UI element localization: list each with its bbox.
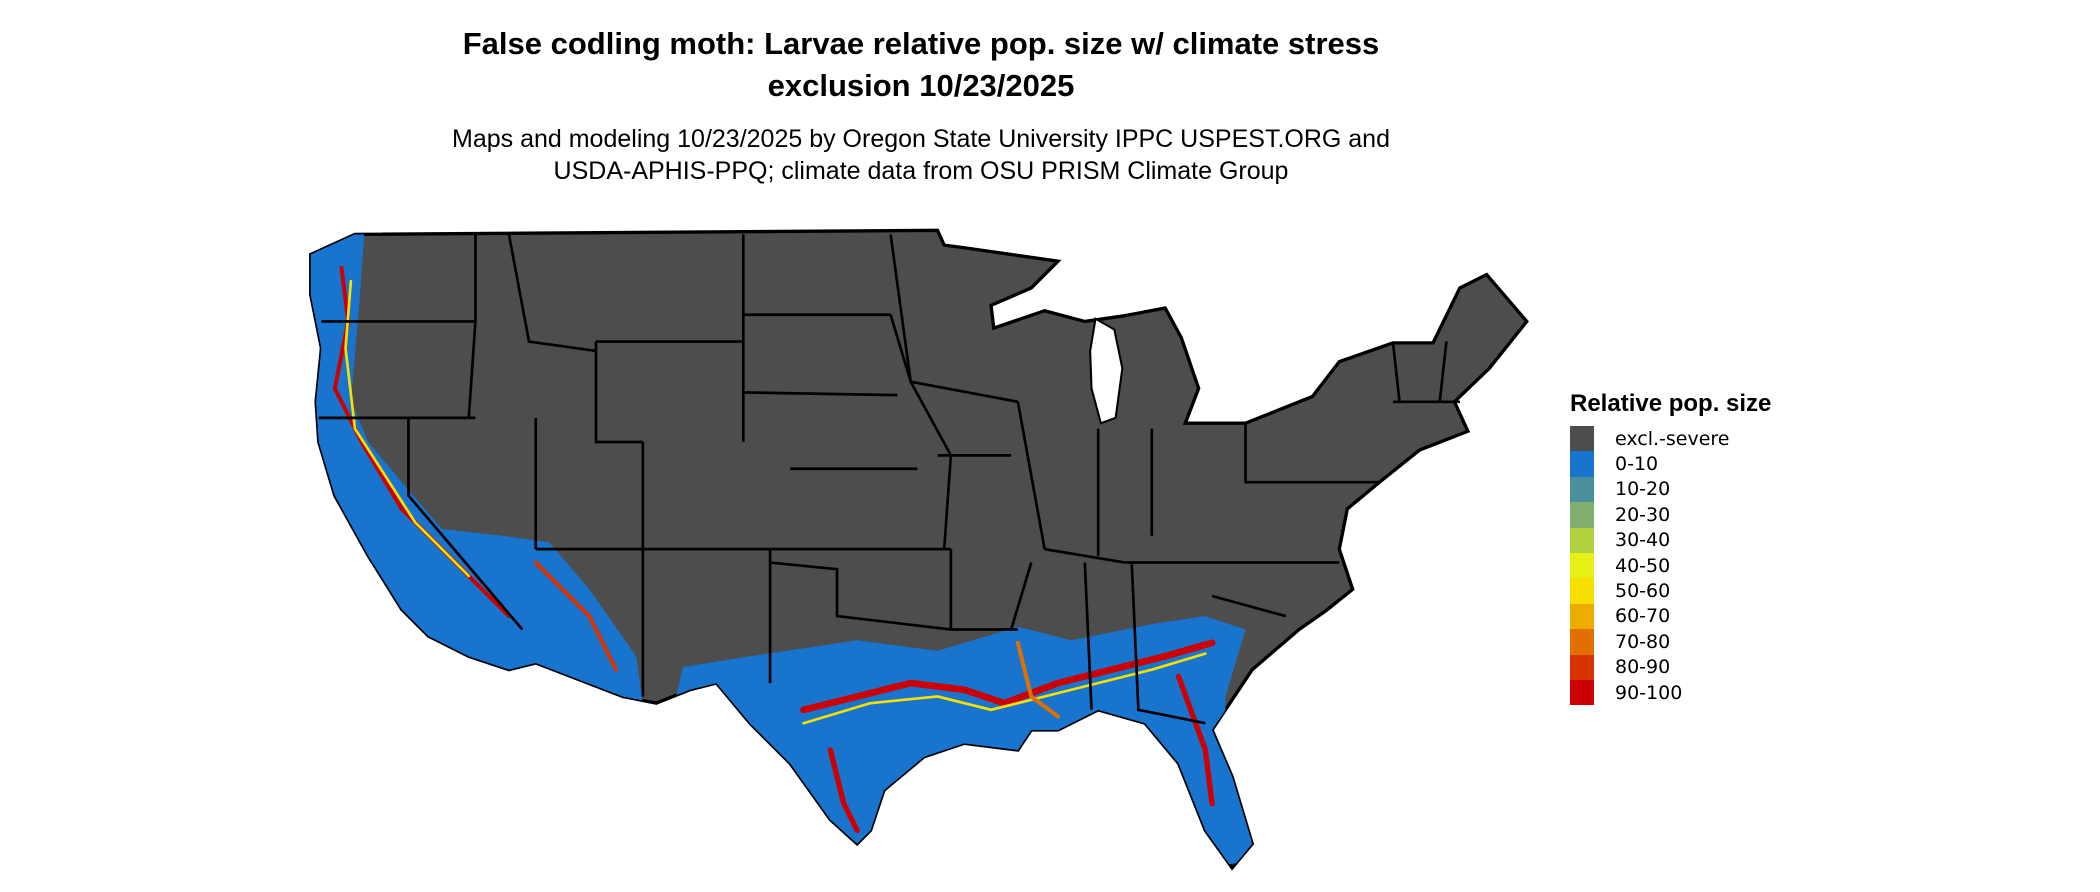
state-borders: [318, 234, 1460, 725]
legend-label: 50-60: [1615, 580, 1671, 603]
state-border: [743, 391, 898, 397]
state-border: [467, 234, 477, 418]
legend-label: 0-10: [1615, 453, 1659, 476]
map-title-line2: exclusion 10/23/2025: [767, 68, 1075, 103]
state-border: [1083, 562, 1093, 710]
risk-hotspot: [344, 279, 471, 578]
legend-label: 80-90: [1615, 656, 1671, 679]
legend: Relative pop. size excl.-severe 0-10 10-20…: [1570, 390, 1772, 706]
legend-swatch: [1570, 527, 1594, 553]
map-subtitle-line1: Maps and modeling 10/23/2025 by Oregon S…: [452, 125, 1390, 153]
legend-item: 50-60: [1570, 578, 1771, 604]
legend-swatch: [1570, 552, 1594, 579]
map-subtitle-line2: USDA-APHIS-PPQ; climate data from OSU PR…: [553, 157, 1289, 185]
state-border: [1244, 423, 1380, 484]
legend-swatch: [1570, 654, 1594, 680]
state-border: [1211, 594, 1287, 618]
legend-item: 20-30: [1570, 502, 1771, 528]
legend-label: 70-80: [1615, 630, 1671, 653]
legend-swatch: [1570, 451, 1594, 477]
risk-hotspot: [827, 747, 860, 834]
risk-hotspot: [533, 560, 619, 672]
legend-label: 60-70: [1615, 605, 1671, 628]
state-border: [407, 417, 524, 631]
legend-item: 80-90: [1570, 654, 1771, 680]
legend-item: 60-70: [1570, 603, 1771, 630]
legend-swatch: [1570, 426, 1594, 452]
legend-label: 10-20: [1615, 478, 1671, 501]
legend-label: excl.-severe: [1615, 427, 1730, 450]
map-title-line1: False codling moth: Larvae relative pop.…: [462, 26, 1380, 61]
legend-item: 40-50: [1570, 552, 1771, 579]
legend-item: 90-100: [1570, 679, 1771, 706]
risk-hotspot: [1015, 640, 1061, 719]
risk-hotspot: [800, 639, 1216, 714]
state-border: [1438, 341, 1448, 402]
legend-swatch: [1570, 629, 1594, 655]
legend-swatch: [1570, 502, 1594, 528]
state-border: [949, 549, 1018, 631]
legend-label: 30-40: [1615, 529, 1671, 552]
legend-item: 10-20: [1570, 476, 1771, 503]
state-border: [1044, 547, 1340, 564]
state-border: [1009, 562, 1033, 630]
legend-item: 70-80: [1570, 629, 1771, 655]
legend-label: 40-50: [1615, 554, 1671, 577]
state-border: [889, 234, 913, 382]
risk-hotspot: [1175, 673, 1215, 807]
legend-label: 20-30: [1615, 503, 1671, 526]
state-border: [1391, 341, 1401, 402]
legend-item: 30-40: [1570, 527, 1771, 553]
state-border: [1016, 401, 1046, 550]
state-border: [594, 341, 643, 444]
legend-swatch: [1570, 476, 1594, 503]
state-border: [910, 380, 1019, 404]
state-border: [889, 314, 953, 550]
state-border: [769, 561, 952, 631]
legend-swatch: [1570, 578, 1594, 604]
lake-michigan: [1089, 317, 1124, 425]
legend-title: Relative pop. size: [1570, 390, 1772, 417]
state-border: [1130, 562, 1206, 725]
legend-swatch: [1570, 603, 1594, 630]
legend-label: 90-100: [1615, 681, 1683, 704]
risk-hotspot: [802, 652, 1207, 725]
state-border: [507, 234, 597, 353]
legend-item: excl.-severe: [1570, 426, 1771, 452]
legend-item: 0-10: [1570, 451, 1771, 477]
legend-swatch: [1570, 679, 1594, 706]
